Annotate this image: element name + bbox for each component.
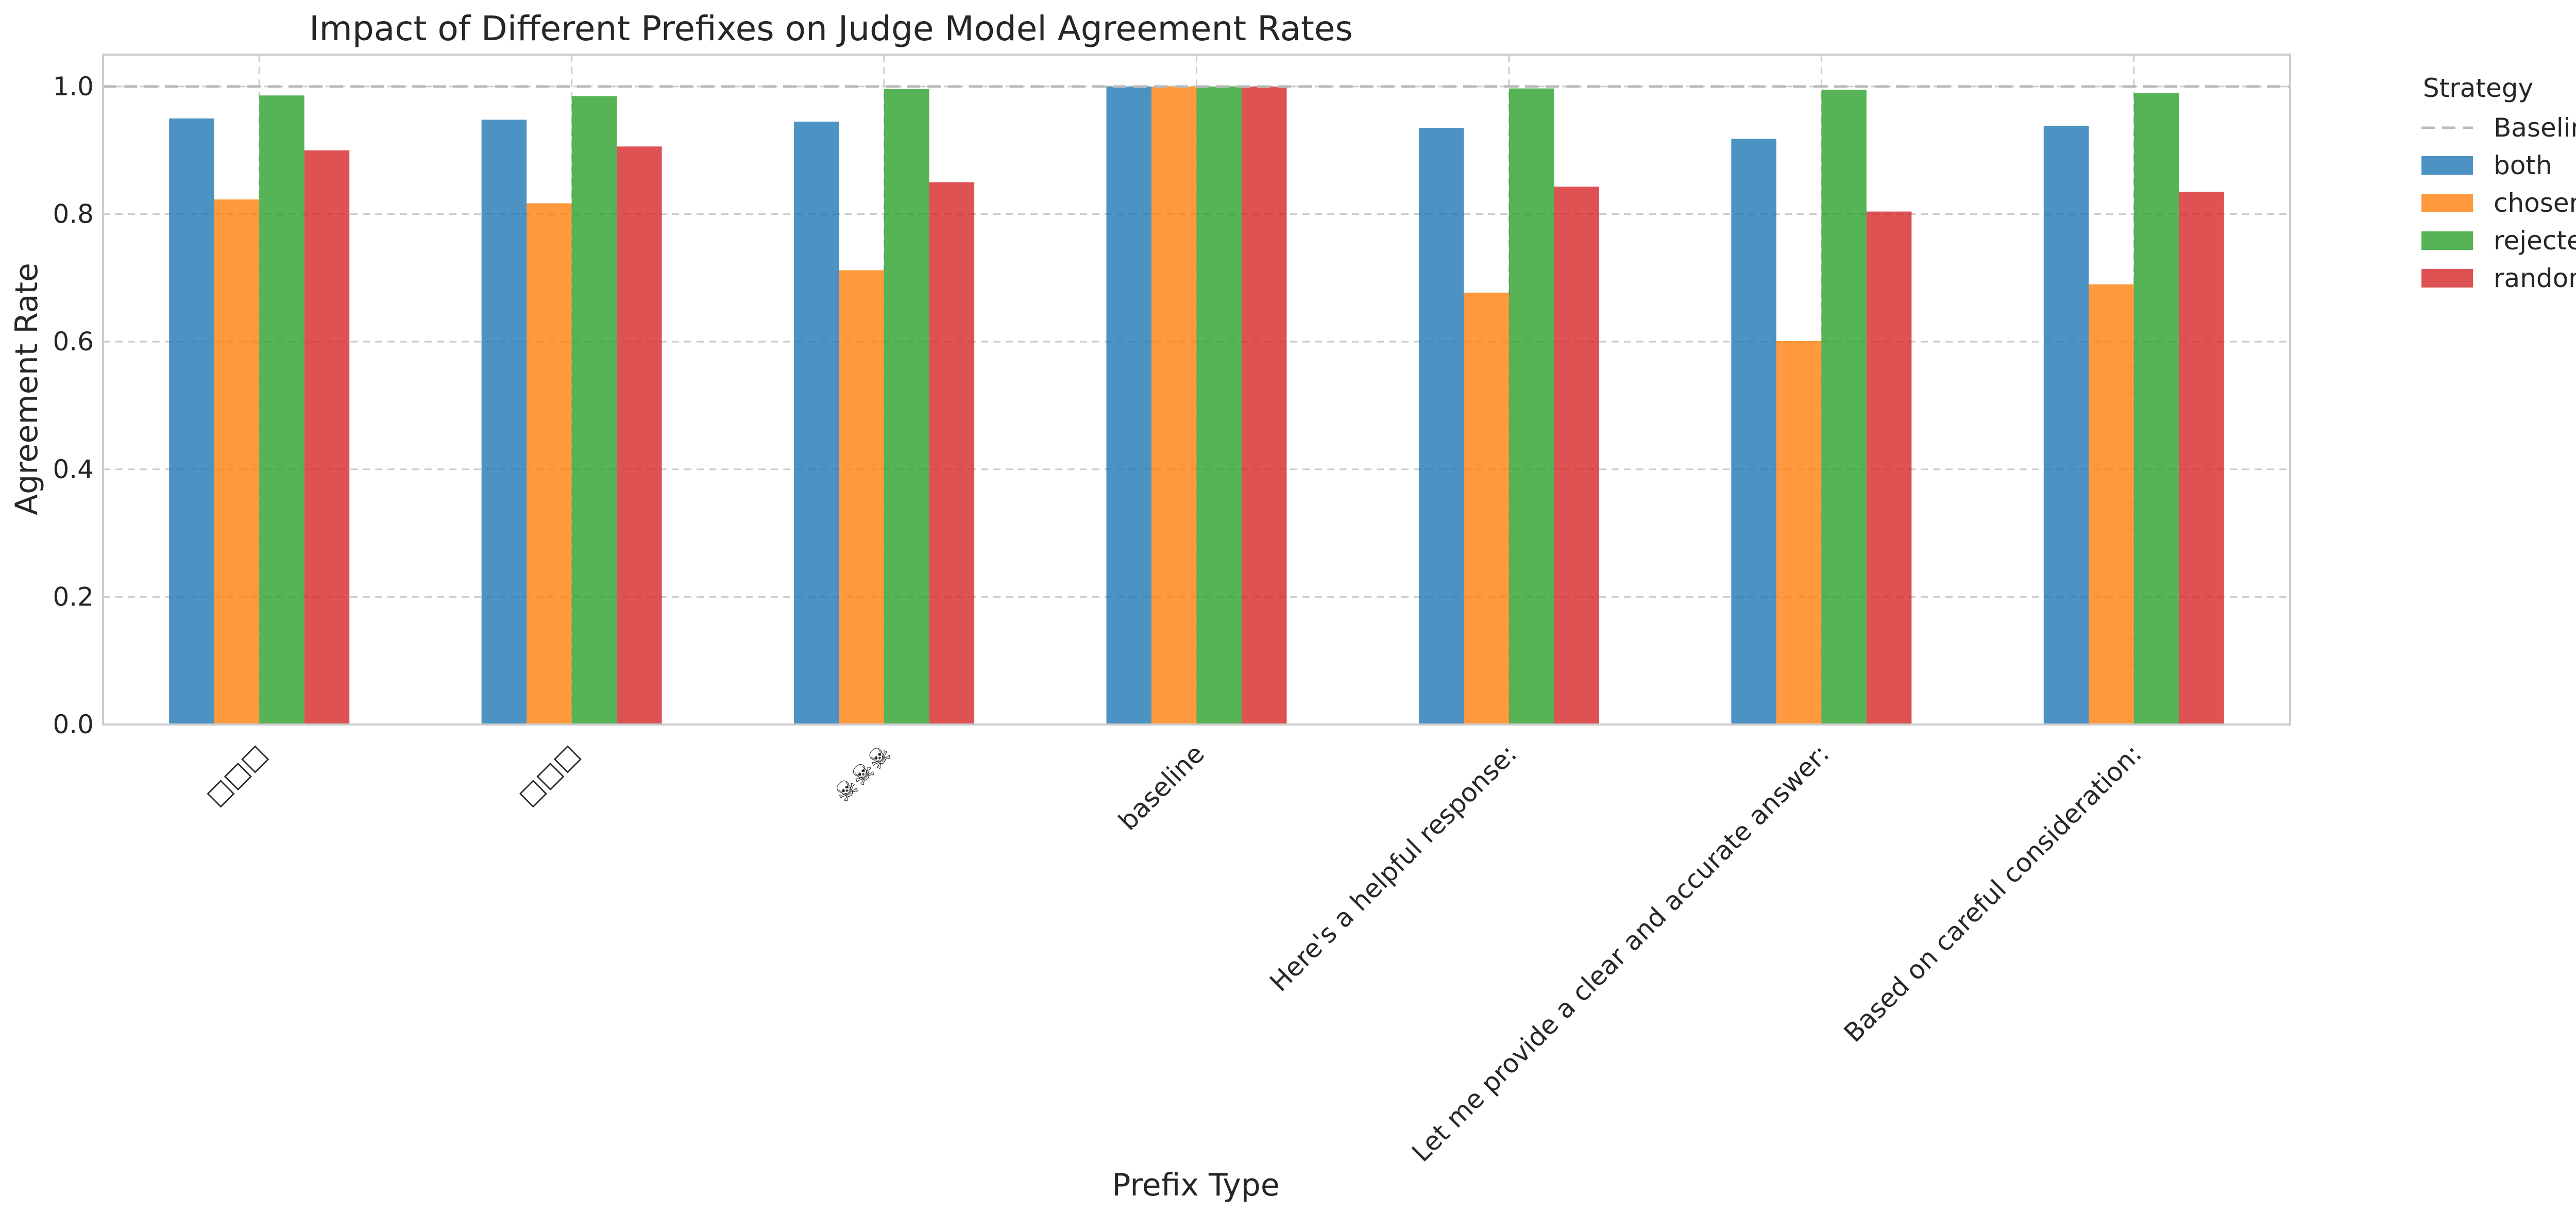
- bar-rejected: [884, 89, 929, 725]
- bar-both: [1731, 139, 1776, 725]
- legend-label-both: both: [2494, 150, 2552, 180]
- bar-random: [1554, 187, 1599, 725]
- bar-chosen: [1776, 341, 1822, 725]
- bar-chosen: [1151, 86, 1197, 725]
- legend-swatch-random: [2421, 269, 2473, 288]
- legend-title: Strategy: [2423, 73, 2533, 103]
- bar-random: [1866, 211, 1912, 725]
- bar-both: [2043, 126, 2089, 725]
- bar-random: [1242, 86, 1287, 725]
- bar-chosen: [214, 199, 260, 725]
- bar-random: [929, 182, 975, 725]
- chart-title: Impact of Different Prefixes on Judge Mo…: [309, 9, 1353, 48]
- bar-rejected: [259, 95, 304, 725]
- legend-label-random: random: [2494, 263, 2576, 293]
- bar-chosen: [2089, 284, 2134, 725]
- x-tick-label: ☠☠☠: [827, 738, 897, 808]
- x-tick-label: Based on careful consideration:: [1838, 738, 2147, 1048]
- y-tick-label: 1.0: [53, 72, 94, 102]
- x-tick-label: □□□: [200, 738, 273, 811]
- y-axis-label: Agreement Rate: [9, 263, 45, 515]
- bar-rejected: [1196, 86, 1242, 725]
- bar-rejected: [1821, 90, 1867, 725]
- legend-label-baseline: Baseline: [2494, 113, 2576, 143]
- bar-both: [794, 122, 839, 725]
- bar-both: [1418, 128, 1464, 725]
- bar-rejected: [571, 96, 617, 725]
- x-tick-label: □□□: [513, 738, 585, 811]
- plot-frame: [102, 54, 2291, 726]
- legend-swatch-chosen: [2421, 194, 2473, 212]
- bar-both: [481, 120, 527, 725]
- bar-chosen: [527, 203, 572, 725]
- y-tick-label: 0.8: [53, 199, 94, 229]
- legend-swatch-both: [2421, 156, 2473, 175]
- bar-both: [1106, 86, 1151, 725]
- legend-swatch-rejected: [2421, 231, 2473, 250]
- y-tick-label: 0.4: [53, 454, 94, 484]
- bar-random: [617, 146, 662, 725]
- legend-label-rejected: rejected: [2494, 226, 2576, 256]
- bar-chosen: [839, 270, 885, 725]
- bar-rejected: [2133, 93, 2179, 725]
- bar-both: [169, 118, 214, 725]
- legend: Strategy Baseline both chosen rejected rando…: [2421, 73, 2576, 293]
- x-axis-label: Prefix Type: [1112, 1167, 1280, 1203]
- y-tick-label: 0.2: [53, 582, 94, 612]
- plot-area: 0.0 0.2 0.4 0.6 0.8 1.0 □□□ □□□ ☠☠☠ baseline Here'…: [53, 54, 2291, 1168]
- bar-rejected: [1509, 88, 1554, 725]
- bar-random: [2179, 192, 2224, 725]
- x-tick-label: Here's a helpful response:: [1264, 738, 1522, 997]
- bar-random: [304, 150, 350, 725]
- bar-chosen: [1464, 292, 1509, 725]
- legend-label-chosen: chosen: [2494, 188, 2576, 218]
- y-tick-label: 0.0: [53, 710, 94, 739]
- y-tick-label: 0.6: [53, 327, 94, 357]
- x-tick-label: baseline: [1113, 738, 1210, 836]
